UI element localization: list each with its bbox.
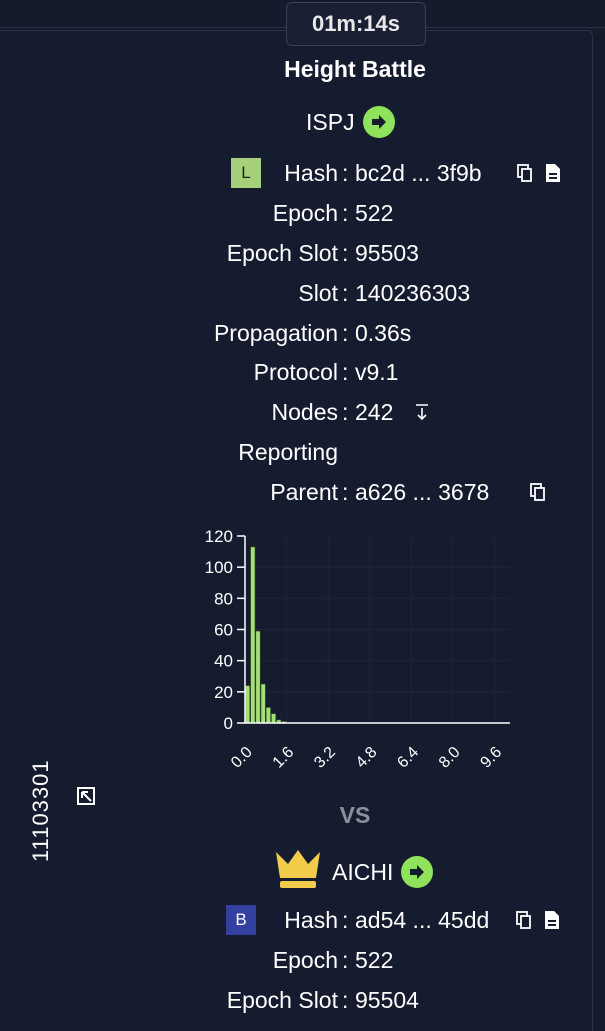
x-tick-label: 6.4 [394, 744, 422, 772]
document-icon[interactable] [545, 163, 561, 188]
crown-icon [274, 848, 322, 896]
open-external-icon[interactable] [76, 786, 96, 811]
field-label: Slot [298, 280, 338, 306]
separator: : [342, 280, 349, 306]
sort-down-icon[interactable] [414, 403, 430, 426]
histogram-bar [245, 685, 251, 724]
field-row: Epoch : 522 [0, 200, 605, 230]
separator: : [342, 947, 349, 973]
field-value: 522 [355, 200, 394, 226]
x-tick-label: 0.0 [228, 744, 256, 772]
field-label: Hash [284, 160, 338, 186]
separator: : [342, 160, 349, 186]
y-tick-label: 120 [205, 527, 233, 546]
field-value: 95504 [355, 987, 419, 1013]
histogram-bar [271, 713, 277, 724]
field-value: 0.36s [355, 320, 412, 346]
field-value: a626 ... 3678 [355, 479, 490, 505]
field-label: Protocol [253, 359, 338, 385]
field-row: Hash : ad54 ... 45dd [0, 907, 605, 937]
copy-icon[interactable] [516, 911, 532, 934]
histogram-bar [260, 683, 266, 724]
separator: : [342, 320, 349, 346]
histogram-bar [255, 630, 261, 724]
separator: : [342, 359, 349, 385]
vs-label: VS [339, 802, 371, 828]
field-row: Nodes : 242 [0, 399, 605, 429]
arrow-right-icon[interactable] [401, 856, 434, 888]
x-tick-label: 9.6 [477, 744, 505, 772]
field-label: Parent [270, 479, 338, 505]
block-type-badge: L [231, 158, 261, 188]
separator: : [342, 200, 349, 226]
histogram-bar [250, 546, 256, 724]
histogram-bar [265, 707, 271, 724]
field-row-cont: Reporting [0, 439, 605, 469]
page-title: Height Battle [284, 56, 426, 82]
arrow-right-icon[interactable] [362, 106, 395, 138]
copy-icon[interactable] [517, 164, 533, 187]
separator: : [342, 479, 349, 505]
separator: : [342, 399, 349, 425]
field-row: Epoch Slot : 95503 [0, 240, 605, 270]
pool-a: ISPJ [306, 106, 395, 138]
y-tick-label: 100 [205, 558, 233, 577]
y-tick-label: 60 [214, 621, 233, 640]
field-value: bc2d ... 3f9b [355, 160, 482, 186]
field-row: Parent : a626 ... 3678 [0, 479, 605, 509]
y-tick-label: 20 [214, 683, 233, 702]
field-row: Propagation : 0.36s [0, 320, 605, 350]
pool-b: AICHI [274, 848, 434, 896]
x-tick-label: 3.2 [311, 744, 339, 772]
field-value: 242 [355, 399, 394, 425]
block-type-badge: B [226, 905, 256, 935]
pool-a-name: ISPJ [306, 108, 355, 135]
x-tick-label: 4.8 [353, 744, 381, 772]
x-tick-label: 8.0 [436, 744, 464, 772]
separator: : [342, 987, 349, 1013]
field-row: Epoch : 522 [0, 947, 605, 977]
field-label: Reporting [238, 439, 338, 465]
document-icon[interactable] [544, 910, 560, 935]
field-row: Hash : bc2d ... 3f9b [0, 160, 605, 190]
y-tick-label: 40 [214, 652, 233, 671]
propagation-chart: 0 20 40 60 80 100 120 0.0 1.6 3.2 4.8 6.4 8.0 9.6 [205, 527, 510, 772]
field-label: Nodes [271, 399, 338, 425]
field-value: v9.1 [355, 359, 399, 385]
field-label: Propagation [213, 320, 338, 346]
x-tick-label: 1.6 [270, 744, 298, 772]
field-row: Epoch Slot : 95504 [0, 987, 605, 1017]
field-value: 95503 [355, 240, 419, 266]
field-label: Epoch [272, 947, 338, 973]
pool-b-name: AICHI [332, 858, 394, 885]
field-value: 522 [355, 947, 394, 973]
y-tick-label: 0 [224, 714, 233, 733]
field-row: Slot : 140236303 [0, 280, 605, 310]
field-value: 140236303 [355, 280, 471, 306]
field-label: Epoch Slot [226, 987, 338, 1013]
field-row: Protocol : v9.1 [0, 359, 605, 389]
field-label: Epoch Slot [226, 240, 338, 266]
timer: 01m:14s [286, 2, 426, 46]
field-value: ad54 ... 45dd [355, 907, 490, 933]
y-tick-label: 80 [214, 589, 233, 608]
copy-icon[interactable] [530, 483, 546, 506]
separator: : [342, 240, 349, 266]
separator: : [342, 907, 349, 933]
field-label: Hash [284, 907, 338, 933]
field-label: Epoch [272, 200, 338, 226]
